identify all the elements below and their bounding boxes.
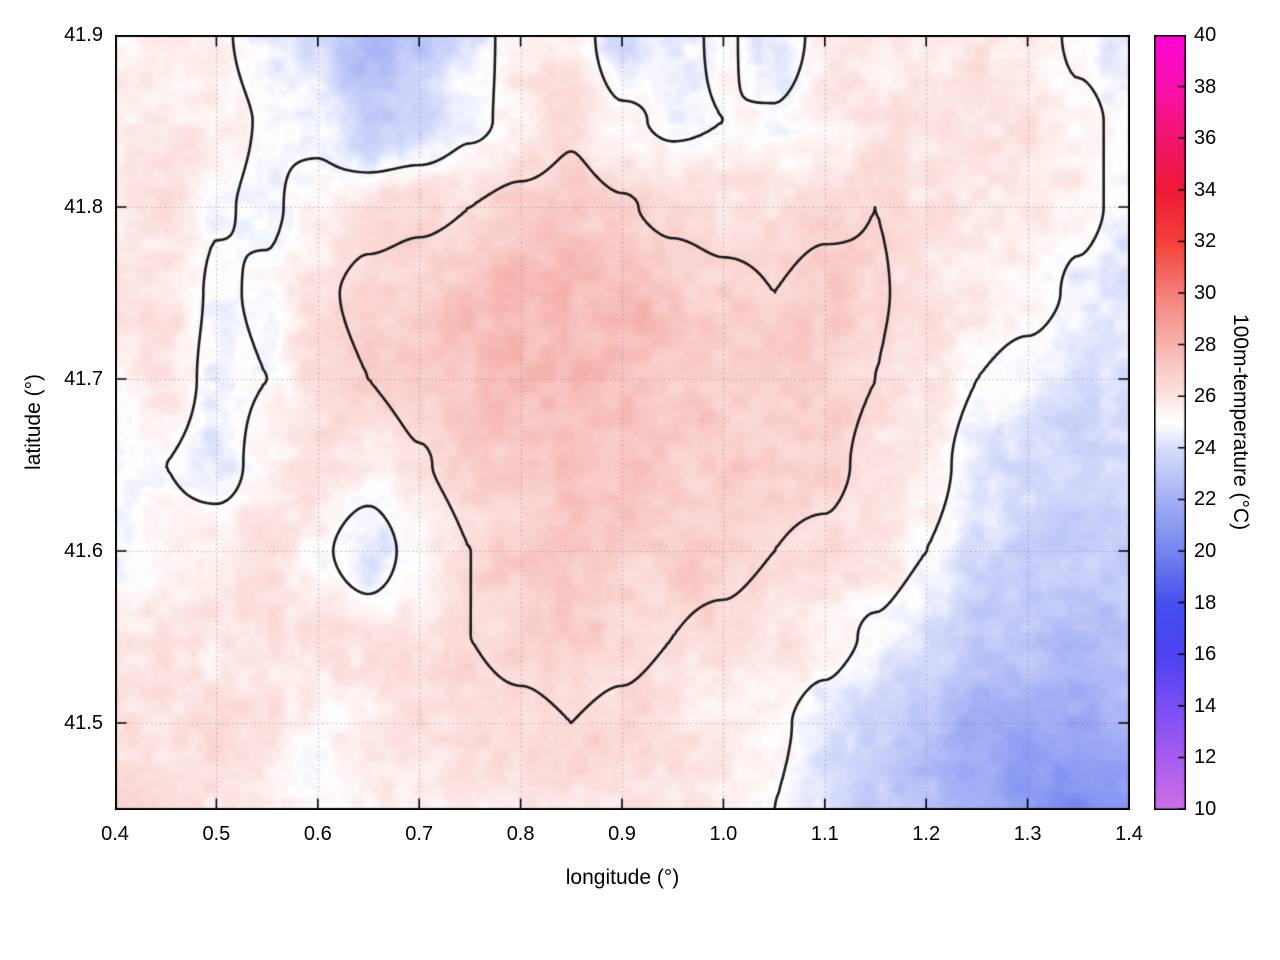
x-tick-label: 1.1 [810,823,839,845]
colorbar-label: 100m-temperature (°C) [1229,313,1252,531]
colorbar [1154,35,1186,810]
y-tick-label: 41.5 [64,712,103,734]
x-tick-label: 1.0 [709,823,738,845]
colorbar-tick-label: 24 [1194,436,1217,459]
colorbar-tick-label: 20 [1194,540,1217,562]
x-tick-label: 1.4 [1115,823,1143,845]
colorbar-tick-label: 14 [1194,694,1217,717]
colorbar-tick-label: 32 [1194,230,1217,253]
x-tick-label: 0.9 [608,823,636,845]
y-tick-label: 41.8 [64,196,103,218]
colorbar-tick-label: 10 [1194,798,1217,820]
x-tick-label: 0.5 [202,823,231,845]
x-axis-label: longitude (°) [565,866,680,889]
colorbar-tick-label: 16 [1194,643,1217,666]
heatmap-plot-area [115,35,1130,810]
y-tick-label: 41.9 [64,24,103,46]
colorbar-tick-label: 28 [1194,333,1217,356]
colorbar-tick-label: 22 [1194,488,1217,511]
x-tick-label: 0.4 [101,823,129,845]
y-axis-label: latitude (°) [22,374,45,470]
colorbar-tick-label: 18 [1194,591,1217,614]
colorbar-tick-label: 34 [1194,178,1217,201]
x-tick-label: 0.8 [506,823,535,845]
colorbar-tick-label: 38 [1194,75,1217,98]
colorbar-tick-label: 12 [1194,746,1217,769]
colorbar-tick-label: 30 [1194,282,1217,304]
colorbar-tick-label: 26 [1194,385,1217,408]
x-tick-label: 1.3 [1013,823,1042,845]
x-tick-label: 0.6 [303,823,332,845]
y-tick-label: 41.6 [64,540,103,562]
y-tick-label: 41.7 [64,368,103,390]
colorbar-tick-label: 40 [1194,24,1217,46]
x-tick-label: 1.2 [912,823,941,845]
colorbar-tick-label: 36 [1194,127,1217,150]
x-tick-label: 0.7 [405,823,434,845]
